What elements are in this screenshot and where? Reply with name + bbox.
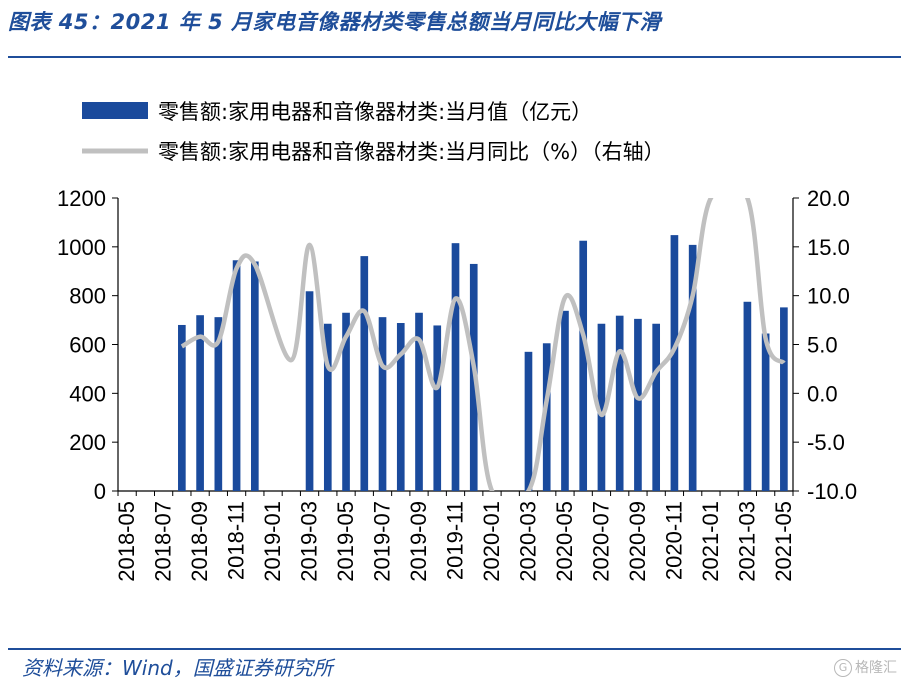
bar xyxy=(451,243,460,491)
bar xyxy=(597,323,606,491)
x-tick-label: 2019-09 xyxy=(406,501,431,582)
x-tick-label: 2018-05 xyxy=(114,501,139,582)
bar xyxy=(250,261,259,491)
left-tick-label: 200 xyxy=(69,430,106,455)
bar xyxy=(524,351,533,491)
chart-title: 图表 45：2021 年 5 月家电音像器材类零售总额当月同比大幅下滑 xyxy=(8,10,662,34)
bar xyxy=(305,291,314,491)
bar xyxy=(615,315,624,491)
title-divider xyxy=(8,56,901,58)
x-tick-label: 2020-01 xyxy=(479,501,504,582)
bar xyxy=(178,324,186,491)
source-note: 资料来源：Wind，国盛证券研究所 xyxy=(22,656,333,680)
left-tick-label: 1200 xyxy=(57,186,106,211)
x-tick-label: 2020-09 xyxy=(625,501,650,582)
right-tick-label: 0.0 xyxy=(807,381,838,406)
chart: 零售额:家用电器和音像器材类:当月值（亿元） 零售额:家用电器和音像器材类:当月同… xyxy=(57,100,857,582)
legend-label-bar: 零售额:家用电器和音像器材类:当月值（亿元） xyxy=(158,100,592,124)
bar xyxy=(780,307,788,491)
bar xyxy=(378,317,387,491)
x-tick-label: 2021-01 xyxy=(698,501,723,582)
bar xyxy=(232,260,241,491)
x-tick-label: 2021-03 xyxy=(734,501,759,582)
left-tick-label: 1000 xyxy=(57,235,106,260)
right-tick-label: 10.0 xyxy=(807,284,850,309)
x-tick-label: 2019-11 xyxy=(443,501,468,580)
bar xyxy=(670,235,679,491)
x-tick-label: 2019-01 xyxy=(260,501,285,582)
x-tick-label: 2020-07 xyxy=(588,501,613,582)
right-tick-label: 20.0 xyxy=(807,186,850,211)
bar xyxy=(561,310,569,491)
x-tick-label: 2018-09 xyxy=(187,501,212,582)
bar xyxy=(196,315,204,491)
x-tick-label: 2018-07 xyxy=(151,501,176,582)
bar xyxy=(433,325,442,491)
x-tick-label: 2020-11 xyxy=(661,501,686,580)
bar xyxy=(688,244,697,491)
x-tick-label: 2018-11 xyxy=(224,501,249,580)
bar xyxy=(634,318,642,491)
watermark-logo-icon: G xyxy=(834,659,852,677)
x-tick-label: 2019-05 xyxy=(333,501,358,582)
bar xyxy=(415,312,423,491)
bar xyxy=(360,256,369,491)
legend: 零售额:家用电器和音像器材类:当月值（亿元） 零售额:家用电器和音像器材类:当月同… xyxy=(82,100,665,164)
bar xyxy=(542,343,551,491)
legend-swatch-bar xyxy=(82,102,148,119)
x-tick-label: 2020-05 xyxy=(552,501,577,582)
x-tick-label: 2019-03 xyxy=(297,501,322,582)
right-tick-label: 5.0 xyxy=(807,333,838,358)
bar xyxy=(323,323,332,491)
line-series xyxy=(180,198,786,491)
bar xyxy=(652,323,661,491)
x-tick-label: 2019-07 xyxy=(370,501,395,582)
bar xyxy=(743,301,752,491)
left-tick-label: 600 xyxy=(69,333,106,358)
left-tick-label: 400 xyxy=(69,381,106,406)
bar xyxy=(342,312,350,491)
right-tick-label: -5.0 xyxy=(807,430,845,455)
bar xyxy=(579,240,588,491)
x-tick-label: 2021-05 xyxy=(771,501,796,582)
bar xyxy=(214,317,223,491)
legend-label-line: 零售额:家用电器和音像器材类:当月同比（%）（右轴） xyxy=(158,140,665,164)
x-tick-label: 2020-03 xyxy=(515,501,540,582)
right-tick-label: 15.0 xyxy=(807,235,850,260)
line-series-path xyxy=(180,198,786,491)
bar xyxy=(761,333,770,491)
footer-divider xyxy=(8,648,901,650)
watermark-text: 格隆汇 xyxy=(855,660,897,676)
watermark: G 格隆汇 xyxy=(834,657,897,677)
right-tick-label: -10.0 xyxy=(807,479,857,504)
bar xyxy=(396,323,405,491)
left-tick-label: 0 xyxy=(94,479,106,504)
tick-labels: 0 200 400 600 800 1000 1200 -10.0 -5.0 0.0 5.0 10.0… xyxy=(57,186,857,582)
left-tick-label: 800 xyxy=(69,284,106,309)
